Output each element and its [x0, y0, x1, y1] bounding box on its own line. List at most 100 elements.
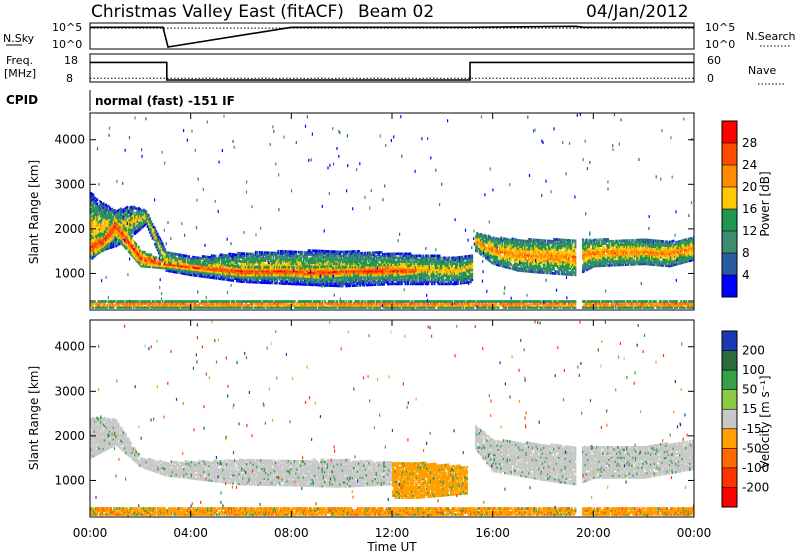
- heatmap-cell: [405, 262, 408, 266]
- heatmap-cell: [188, 255, 190, 258]
- heatmap-cell: [228, 264, 231, 268]
- heatmap-cell: [181, 258, 184, 261]
- heatmap-cell: [90, 207, 92, 211]
- heatmap-cell: [453, 274, 456, 278]
- heatmap-cell: [90, 191, 92, 195]
- heatmap-cell: [344, 258, 347, 262]
- heatmap-cell: [422, 274, 425, 278]
- heatmap-cell: [147, 257, 150, 261]
- heatmap-cell: [131, 218, 134, 222]
- heatmap-cell: [188, 269, 190, 273]
- heatmap-cell: [103, 226, 106, 229]
- heatmap-cell: [264, 265, 267, 269]
- heatmap-cell: [112, 222, 115, 226]
- heatmap-cell: [344, 278, 347, 282]
- heatmap-cell: [168, 251, 170, 255]
- heatmap-cell: [470, 260, 472, 264]
- heatmap-cell: [243, 256, 246, 260]
- heatmap-cell: [145, 265, 148, 268]
- heatmap-cell: [124, 233, 126, 237]
- heatmap-cell: [210, 268, 213, 271]
- heatmap-cell: [95, 243, 97, 247]
- heatmap-cell: [332, 284, 335, 288]
- heatmap-cell: [266, 253, 269, 257]
- heatmap-cell: [140, 212, 143, 216]
- heatmap-cell: [93, 218, 96, 222]
- heatmap-cell: [261, 257, 263, 260]
- heatmap-cell: [242, 258, 245, 262]
- heatmap-cell: [222, 257, 224, 261]
- heatmap-cell: [462, 271, 465, 275]
- heatmap-cell: [98, 210, 101, 213]
- heatmap-cell: [415, 282, 418, 286]
- heatmap-cell: [293, 254, 296, 258]
- heatmap-cell: [354, 280, 357, 283]
- heatmap-cell: [463, 271, 466, 275]
- heatmap-cell: [433, 258, 436, 262]
- heatmap-cell: [98, 247, 101, 250]
- heatmap-cell: [190, 257, 193, 261]
- heatmap-cell: [443, 262, 446, 266]
- heatmap-cell: [91, 192, 94, 196]
- heatmap-cell: [387, 282, 389, 286]
- heatmap-cell: [290, 250, 292, 254]
- heatmap-cell: [144, 223, 146, 227]
- heatmap-cell: [331, 252, 334, 255]
- heatmap-cell: [229, 258, 232, 262]
- heatmap-cell: [433, 272, 436, 276]
- heatmap-cell: [159, 242, 162, 246]
- heatmap-cell: [259, 269, 262, 273]
- heatmap-cell: [105, 244, 107, 248]
- heatmap-cell: [252, 260, 255, 264]
- heatmap-cell: [300, 281, 302, 284]
- heatmap-cell: [204, 259, 207, 263]
- heatmap-cell: [467, 262, 470, 266]
- heatmap-cell: [146, 213, 149, 216]
- heatmap-cell: [131, 206, 134, 210]
- heatmap-cell: [261, 269, 263, 273]
- heatmap-cell: [209, 262, 212, 265]
- heatmap-cell: [454, 262, 457, 266]
- heatmap-cell: [95, 237, 97, 240]
- heatmap-cell: [349, 262, 352, 266]
- heatmap-cell: [237, 259, 240, 263]
- heatmap-cell: [413, 280, 416, 284]
- heatmap-cell: [324, 256, 326, 259]
- heatmap-cell: [129, 235, 131, 239]
- heatmap-cell: [460, 257, 462, 261]
- heatmap-cell: [336, 262, 339, 266]
- heatmap-cell: [353, 258, 355, 261]
- heatmap-cell: [420, 268, 423, 272]
- heatmap-cell: [454, 272, 457, 276]
- heatmap-cell: [228, 254, 231, 258]
- heatmap-cell: [113, 213, 116, 216]
- heatmap-cell: [116, 221, 119, 224]
- heatmap-cell: [149, 225, 151, 228]
- heatmap-cell: [317, 251, 320, 255]
- heatmap-cell: [271, 267, 274, 271]
- heatmap-cell: [141, 256, 144, 260]
- heatmap-cell: [315, 261, 318, 265]
- heatmap-cell: [266, 277, 269, 281]
- heatmap-cell: [203, 255, 206, 258]
- heatmap-cell: [311, 283, 314, 287]
- heatmap-cell: [330, 254, 333, 257]
- heatmap-cell: [361, 279, 364, 283]
- heatmap-cell: [141, 260, 144, 264]
- heatmap-cell: [277, 267, 280, 271]
- heatmap-cell: [271, 271, 274, 275]
- heatmap-cell: [261, 281, 263, 284]
- heatmap-cell: [298, 260, 301, 264]
- heatmap-cell: [283, 252, 286, 255]
- heatmap-cell: [98, 216, 101, 219]
- heatmap-cell: [228, 258, 231, 262]
- heatmap-cell: [329, 254, 331, 257]
- heatmap-cell: [374, 283, 377, 287]
- heatmap-cell: [117, 222, 120, 226]
- heatmap-cell: [468, 262, 471, 266]
- heatmap-cell: [423, 264, 426, 268]
- heatmap-cell: [433, 266, 436, 270]
- heatmap-cell: [246, 252, 248, 256]
- heatmap-cell: [234, 257, 237, 261]
- heatmap-cell: [261, 251, 263, 254]
